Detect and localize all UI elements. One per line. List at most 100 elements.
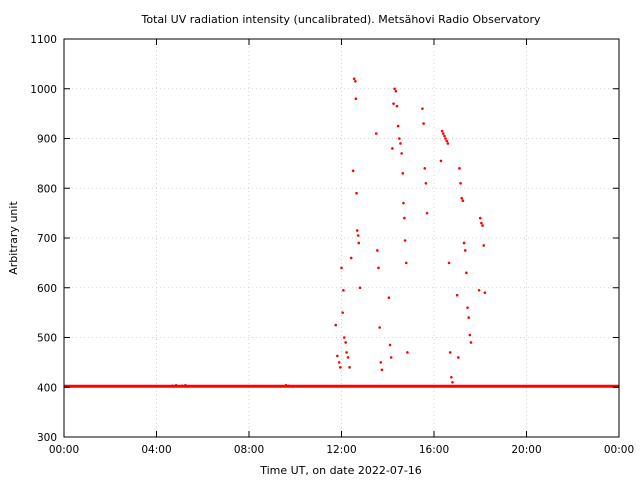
x-tick-label: 00:00 bbox=[49, 444, 79, 456]
data-point bbox=[477, 288, 481, 292]
data-point bbox=[344, 341, 347, 344]
data-point bbox=[482, 244, 486, 247]
y-tick-label: 600 bbox=[37, 283, 57, 295]
data-point bbox=[354, 79, 357, 83]
data-point bbox=[402, 201, 405, 205]
data-point bbox=[455, 293, 459, 297]
data-point bbox=[458, 167, 461, 170]
data-point bbox=[374, 132, 378, 135]
data-point bbox=[465, 271, 468, 275]
data-point bbox=[401, 172, 405, 175]
data-point bbox=[466, 306, 469, 309]
gridlines bbox=[64, 39, 619, 437]
data-point bbox=[425, 211, 429, 215]
data-point bbox=[398, 137, 401, 140]
data-point bbox=[379, 361, 383, 364]
y-tick-label: 900 bbox=[37, 134, 57, 146]
x-tick-label: 20:00 bbox=[511, 444, 541, 456]
data-point bbox=[400, 152, 403, 155]
data-point bbox=[445, 139, 449, 143]
data-point bbox=[342, 288, 345, 292]
x-axis-label: Time UT, on date 2022-07-16 bbox=[259, 464, 422, 477]
data-point bbox=[444, 137, 447, 140]
data-point bbox=[447, 261, 451, 265]
x-tick-label: 00:00 bbox=[604, 444, 634, 456]
data-point bbox=[389, 356, 393, 359]
x-tick-label: 08:00 bbox=[234, 444, 264, 456]
data-point bbox=[393, 87, 396, 91]
data-point bbox=[451, 380, 454, 384]
x-axis: 00:00 04:00 08:00 12:00 16:00 20:00 00:00 bbox=[49, 39, 634, 456]
data-point bbox=[443, 134, 446, 138]
data-point bbox=[395, 104, 399, 108]
data-point bbox=[463, 249, 467, 252]
data-points bbox=[64, 77, 619, 388]
data-point bbox=[483, 291, 487, 295]
y-tick-label: 1100 bbox=[30, 34, 57, 46]
data-point bbox=[459, 181, 462, 185]
y-axis: 300 400 500 600 700 800 900 1000 1100 bbox=[30, 34, 619, 444]
data-point bbox=[461, 199, 465, 202]
data-point bbox=[284, 383, 288, 387]
y-axis-label: Arbitrary unit bbox=[7, 201, 20, 275]
data-point bbox=[403, 216, 406, 220]
data-point bbox=[380, 368, 384, 372]
data-point bbox=[423, 167, 427, 170]
data-point bbox=[467, 316, 470, 319]
data-point bbox=[377, 266, 380, 270]
data-point bbox=[392, 102, 395, 105]
y-tick-label: 1000 bbox=[30, 84, 57, 96]
data-point bbox=[358, 286, 362, 290]
data-point bbox=[355, 229, 359, 232]
data-point bbox=[337, 361, 341, 364]
x-tick-label: 04:00 bbox=[141, 444, 171, 456]
data-point bbox=[376, 249, 379, 252]
data-point bbox=[348, 366, 351, 369]
data-point bbox=[391, 147, 394, 150]
data-point bbox=[404, 261, 408, 265]
plot-frame bbox=[63, 38, 620, 438]
data-point bbox=[468, 333, 472, 337]
data-point bbox=[387, 296, 391, 300]
data-point bbox=[399, 142, 402, 145]
x-tick-label: 16:00 bbox=[419, 444, 449, 456]
data-point bbox=[450, 376, 453, 379]
data-point bbox=[378, 326, 381, 329]
y-tick-label: 300 bbox=[37, 432, 57, 444]
data-point bbox=[406, 351, 409, 354]
data-point bbox=[342, 336, 346, 339]
data-point bbox=[352, 77, 356, 81]
data-point bbox=[421, 107, 424, 110]
data-point bbox=[440, 129, 444, 133]
data-point bbox=[446, 142, 450, 145]
data-point bbox=[186, 384, 190, 388]
data-point bbox=[422, 122, 425, 125]
y-tick-label: 400 bbox=[37, 382, 57, 394]
data-point bbox=[184, 383, 187, 387]
data-point bbox=[355, 191, 358, 195]
x-tick-label: 12:00 bbox=[326, 444, 356, 456]
data-point bbox=[346, 356, 350, 359]
data-point bbox=[441, 132, 445, 135]
data-point bbox=[356, 234, 360, 237]
data-point bbox=[174, 383, 178, 387]
data-point bbox=[357, 241, 361, 245]
data-point bbox=[480, 221, 483, 225]
data-point bbox=[345, 351, 348, 354]
data-point bbox=[351, 169, 355, 173]
y-tick-label: 700 bbox=[37, 233, 57, 245]
data-point bbox=[469, 341, 473, 344]
data-point bbox=[403, 239, 407, 242]
data-point bbox=[341, 311, 344, 314]
data-point bbox=[394, 89, 398, 93]
data-point bbox=[334, 323, 338, 327]
y-tick-label: 500 bbox=[37, 333, 57, 345]
data-point bbox=[396, 124, 400, 128]
y-tick-label: 800 bbox=[37, 183, 57, 195]
data-point bbox=[336, 354, 339, 358]
data-point bbox=[340, 266, 343, 270]
data-point bbox=[448, 351, 452, 354]
data-point bbox=[439, 159, 443, 163]
data-point bbox=[478, 216, 482, 220]
